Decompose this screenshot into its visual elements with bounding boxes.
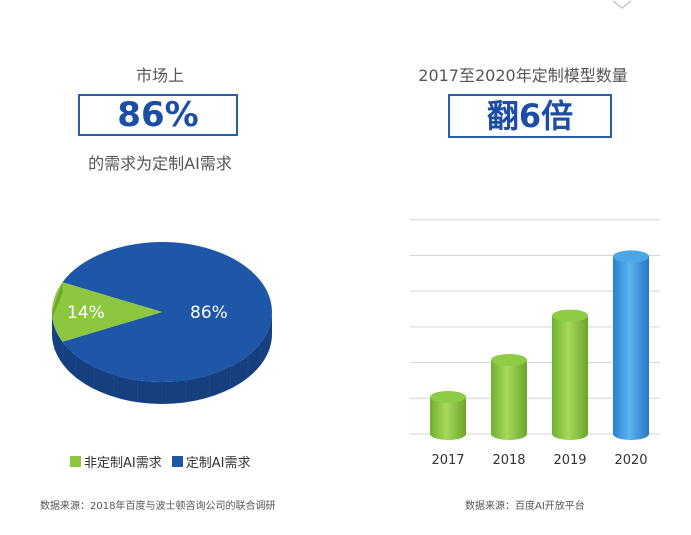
- right-caption-top: 2017至2020年定制模型数量: [418, 66, 628, 85]
- pie-slice-non-custom-side: [52, 282, 63, 319]
- bar-body: [613, 256, 649, 440]
- pie-slice-non-custom: [52, 282, 162, 342]
- bar-tick-label: 2018: [492, 453, 525, 468]
- legend-label-non-custom: 非定制AI需求: [84, 456, 162, 471]
- legend-item-non-custom: 非定制AI需求: [70, 452, 162, 471]
- right-big-value: 翻6倍: [486, 97, 574, 135]
- left-big-value: 86%: [117, 95, 199, 135]
- bar-top: [491, 354, 527, 366]
- left-source-note: 数据来源：2018年百度与波士顿咨询公司的联合调研: [40, 501, 276, 512]
- right-source-note: 数据来源：百度AI开放平台: [465, 501, 585, 512]
- legend-label-custom: 定制AI需求: [185, 456, 251, 471]
- left-highlight-box: 86%: [78, 94, 238, 136]
- pie-legend: 非定制AI需求 定制AI需求: [70, 452, 260, 471]
- legend-swatch-non-custom: [70, 456, 81, 467]
- chevron-down-icon: [612, 0, 632, 9]
- right-highlight-box: 翻6倍: [448, 94, 612, 138]
- bar-body: [430, 397, 466, 440]
- bar-top: [552, 309, 588, 322]
- left-caption-bottom: 的需求为定制AI需求: [88, 154, 232, 173]
- pie-chart: 14% 86%: [52, 242, 272, 404]
- left-caption-top: 市场上: [135, 66, 184, 85]
- pie-label-custom: 86%: [190, 303, 228, 323]
- pie-side-wall: [52, 312, 272, 404]
- bar-tick-label: 2019: [553, 453, 586, 468]
- bar-chart: 2017 2018 2019 2020: [410, 219, 660, 468]
- bar-top: [430, 391, 466, 403]
- pie-slice-custom: [62, 242, 272, 382]
- bar-2017: [430, 391, 466, 440]
- bar-2020: [613, 250, 649, 440]
- bar-2018: [491, 354, 527, 440]
- bar-top: [613, 250, 649, 263]
- legend-swatch-custom: [171, 456, 183, 467]
- legend-item-custom: 定制AI需求: [171, 452, 251, 471]
- bar-tick-label: 2017: [431, 453, 464, 468]
- bar-tick-label: 2020: [614, 453, 647, 468]
- bar-2019: [552, 309, 588, 440]
- bar-body: [552, 315, 588, 440]
- pie-label-non-custom: 14%: [67, 303, 105, 323]
- bar-body: [491, 360, 527, 440]
